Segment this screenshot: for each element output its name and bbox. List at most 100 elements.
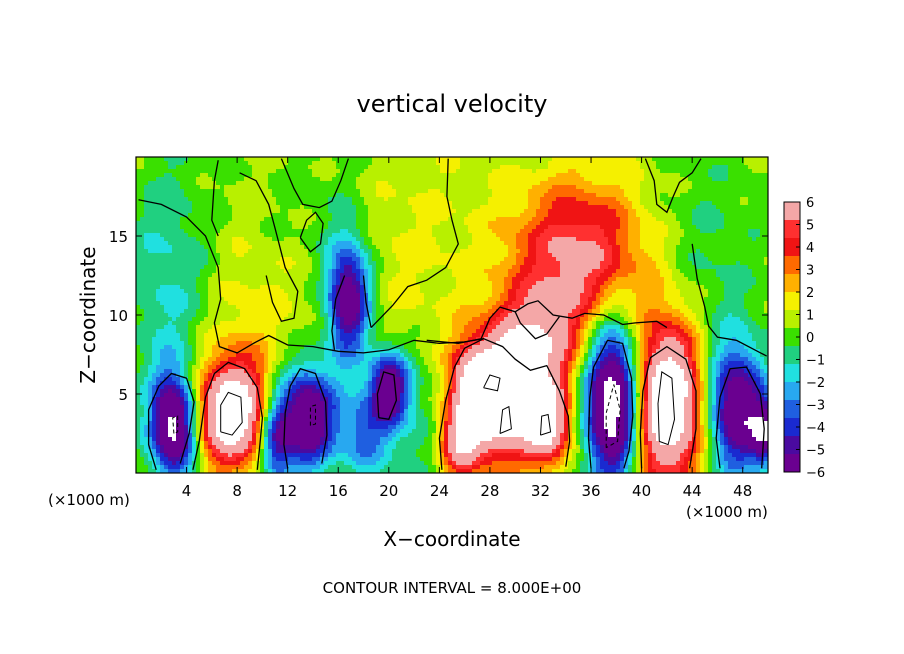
- heatmap-cell: [300, 161, 305, 166]
- heatmap-cell: [172, 161, 177, 166]
- heatmap-cell: [344, 261, 349, 266]
- heatmap-cell: [320, 257, 325, 262]
- heatmap-cell: [500, 241, 505, 246]
- heatmap-cell: [764, 261, 768, 266]
- heatmap-cell: [580, 261, 585, 266]
- heatmap-cell: [164, 213, 169, 218]
- heatmap-cell: [612, 229, 617, 234]
- heatmap-cell: [624, 233, 629, 238]
- heatmap-cell: [184, 237, 189, 242]
- heatmap-cell: [752, 173, 757, 178]
- heatmap-cell: [652, 233, 657, 238]
- heatmap-cell: [248, 257, 253, 262]
- heatmap-cell: [708, 181, 713, 186]
- heatmap-cell: [448, 169, 453, 174]
- heatmap-cell: [416, 185, 421, 190]
- heatmap-cell: [244, 193, 249, 198]
- heatmap-cell: [560, 273, 565, 278]
- heatmap-cell: [504, 185, 509, 190]
- heatmap-cell: [604, 169, 609, 174]
- heatmap-cell: [356, 253, 361, 258]
- heatmap-cell: [340, 165, 345, 170]
- heatmap-cell: [216, 225, 221, 230]
- heatmap-cell: [632, 197, 637, 202]
- heatmap-cell: [136, 225, 141, 230]
- heatmap-cell: [144, 161, 149, 166]
- heatmap-cell: [256, 209, 261, 214]
- heatmap-cell: [188, 193, 193, 198]
- heatmap-cell: [176, 181, 181, 186]
- heatmap-cell: [256, 221, 261, 226]
- heatmap-cell: [424, 253, 429, 258]
- heatmap-cell: [448, 201, 453, 206]
- heatmap-cell: [532, 193, 537, 198]
- heatmap-cell: [260, 221, 265, 226]
- heatmap-cell: [328, 157, 333, 162]
- heatmap-cell: [592, 241, 597, 246]
- heatmap-cell: [456, 177, 461, 182]
- heatmap-cell: [276, 193, 281, 198]
- heatmap-cell: [560, 185, 565, 190]
- heatmap-cell: [532, 249, 537, 254]
- heatmap-cell: [496, 169, 501, 174]
- heatmap-cell: [560, 193, 565, 198]
- heatmap-cell: [268, 265, 273, 270]
- heatmap-cell: [336, 193, 341, 198]
- heatmap-cell: [428, 161, 433, 166]
- heatmap-cell: [528, 201, 533, 206]
- heatmap-cell: [568, 229, 573, 234]
- heatmap-cell: [688, 241, 693, 246]
- heatmap-cell: [308, 177, 313, 182]
- heatmap-cell: [372, 213, 377, 218]
- heatmap-cell: [356, 205, 361, 210]
- heatmap-cell: [212, 245, 217, 250]
- heatmap-cell: [616, 197, 621, 202]
- heatmap-cell: [428, 181, 433, 186]
- heatmap-cell: [632, 229, 637, 234]
- heatmap-cell: [308, 193, 313, 198]
- heatmap-cell: [352, 209, 357, 214]
- heatmap-cell: [188, 261, 193, 266]
- heatmap-cell: [348, 213, 353, 218]
- heatmap-cell: [516, 173, 521, 178]
- heatmap-cell: [516, 169, 521, 174]
- heatmap-cell: [428, 245, 433, 250]
- heatmap-cell: [552, 181, 557, 186]
- heatmap-cell: [308, 173, 313, 178]
- heatmap-cell: [296, 209, 301, 214]
- heatmap-cell: [612, 261, 617, 266]
- heatmap-cell: [624, 161, 629, 166]
- heatmap-cell: [184, 193, 189, 198]
- heatmap-cell: [152, 217, 157, 222]
- heatmap-cell: [668, 257, 673, 262]
- heatmap-cell: [352, 237, 357, 242]
- heatmap-cell: [368, 221, 373, 226]
- heatmap-cell: [472, 273, 477, 278]
- heatmap-cell: [416, 209, 421, 214]
- heatmap-cell: [752, 169, 757, 174]
- heatmap-cell: [196, 189, 201, 194]
- heatmap-cell: [508, 281, 513, 286]
- heatmap-cell: [680, 205, 685, 210]
- heatmap-cell: [304, 265, 309, 270]
- heatmap-cell: [324, 233, 329, 238]
- heatmap-cell: [520, 201, 525, 206]
- heatmap-cell: [316, 221, 321, 226]
- heatmap-cell: [380, 189, 385, 194]
- heatmap-cell: [324, 209, 329, 214]
- heatmap-cell: [760, 161, 765, 166]
- heatmap-cell: [352, 181, 357, 186]
- heatmap-cell: [396, 225, 401, 230]
- heatmap-cell: [720, 233, 725, 238]
- heatmap-cell: [144, 205, 149, 210]
- heatmap-cell: [280, 257, 285, 262]
- heatmap-cell: [732, 181, 737, 186]
- heatmap-cell: [176, 225, 181, 230]
- heatmap-cell: [524, 273, 529, 278]
- heatmap-cell: [296, 161, 301, 166]
- heatmap-cell: [592, 221, 597, 226]
- heatmap-cell: [740, 233, 745, 238]
- heatmap-cell: [404, 189, 409, 194]
- heatmap-cell: [300, 233, 305, 238]
- heatmap-cell: [576, 161, 581, 166]
